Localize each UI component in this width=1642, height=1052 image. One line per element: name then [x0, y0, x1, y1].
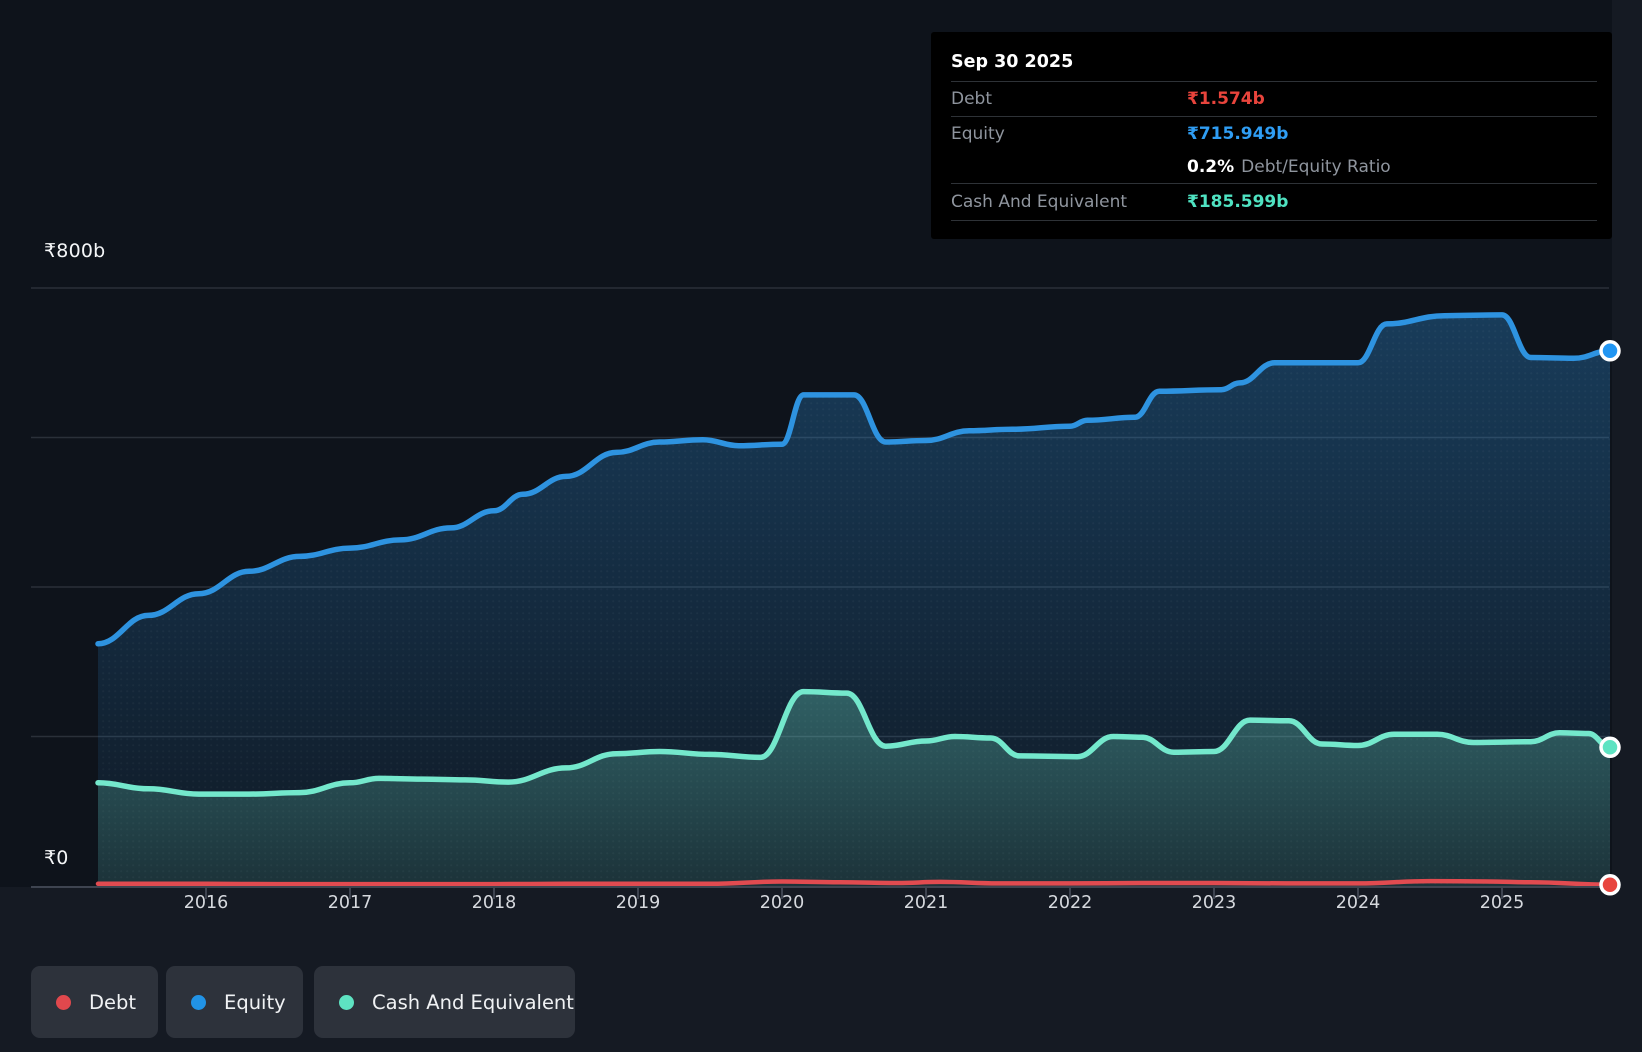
y-axis-label-0: ₹0: [44, 847, 69, 869]
legend-item-equity[interactable]: Equity: [166, 966, 303, 1038]
x-axis-label-2023: 2023: [1192, 893, 1237, 913]
x-axis-label-2020: 2020: [760, 893, 805, 913]
y-axis-label-800b: ₹800b: [44, 240, 105, 262]
equity-end-marker: [1601, 342, 1619, 360]
x-axis-label-2018: 2018: [472, 893, 517, 913]
tooltip-row-debt: Debt ₹1.574b: [951, 82, 1597, 117]
tooltip-row-equity: Equity ₹715.949b: [951, 117, 1597, 151]
tooltip-debt-value: ₹1.574b: [1187, 89, 1265, 109]
legend-item-debt[interactable]: Debt: [31, 966, 158, 1038]
cash-dot-icon: [339, 995, 354, 1010]
tooltip-row-cash: Cash And Equivalent ₹185.599b: [951, 184, 1597, 221]
tooltip-equity-value: ₹715.949b: [1187, 124, 1288, 144]
tooltip-cash-value: ₹185.599b: [1187, 192, 1288, 212]
debt-dot-icon: [56, 995, 71, 1010]
chart-tooltip: Sep 30 2025 Debt ₹1.574b Equity ₹715.949…: [931, 32, 1612, 239]
debt-end-marker: [1601, 876, 1619, 894]
x-axis-label-2016: 2016: [184, 893, 229, 913]
x-axis-label-2022: 2022: [1048, 893, 1093, 913]
x-axis-label-2017: 2017: [328, 893, 373, 913]
x-axis-label-2019: 2019: [616, 893, 661, 913]
financial-position-chart: ₹800b ₹0 2016 2017 2018 2019 2020 2021 2022 202…: [0, 0, 1642, 1052]
tooltip-ratio-value: 0.2%: [1187, 157, 1234, 177]
equity-dot-icon: [191, 995, 206, 1010]
cash-end-marker: [1601, 738, 1619, 756]
legend-cash-label: Cash And Equivalent: [372, 991, 574, 1014]
legend-item-cash[interactable]: Cash And Equivalent: [314, 966, 575, 1038]
x-axis-label-2025: 2025: [1480, 893, 1525, 913]
tooltip-ratio-label: Debt/Equity Ratio: [1241, 157, 1391, 177]
legend-debt-label: Debt: [89, 991, 136, 1014]
tooltip-equity-label: Equity: [951, 124, 1187, 144]
tooltip-date: Sep 30 2025: [951, 32, 1597, 82]
tooltip-cash-label: Cash And Equivalent: [951, 192, 1187, 212]
tooltip-row-ratio: 0.2% Debt/Equity Ratio: [951, 151, 1597, 184]
legend-equity-label: Equity: [224, 991, 286, 1014]
x-axis-label-2021: 2021: [904, 893, 949, 913]
x-axis-label-2024: 2024: [1336, 893, 1381, 913]
tooltip-debt-label: Debt: [951, 89, 1187, 109]
